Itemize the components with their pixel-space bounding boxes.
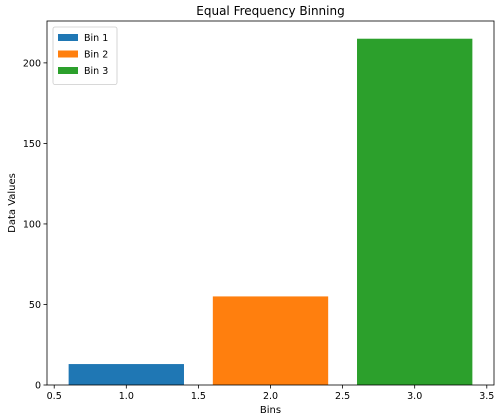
x-tick-label: 0.5 (47, 391, 62, 402)
y-tick-label: 150 (23, 139, 41, 150)
x-ticks: 0.5 1.0 1.5 2.0 2.5 3.0 3.5 (47, 385, 494, 402)
x-tick-label: 2.0 (263, 391, 278, 402)
x-tick-label: 1.5 (191, 391, 206, 402)
legend: Bin 1 Bin 2 Bin 3 (52, 26, 118, 85)
x-axis-label: Bins (260, 405, 281, 416)
bar-3 (357, 38, 473, 385)
legend-swatch-3 (58, 67, 78, 74)
y-ticks: 0 50 100 150 200 (23, 58, 47, 392)
legend-label-2: Bin 2 (84, 50, 108, 61)
y-tick-label: 50 (29, 300, 41, 311)
x-tick-label: 1.0 (119, 391, 134, 402)
legend-label-3: Bin 3 (84, 66, 108, 77)
plot-frame (46, 20, 495, 386)
bars (68, 38, 473, 385)
legend-swatch-2 (58, 50, 78, 58)
x-tick-label: 3.5 (479, 391, 494, 402)
y-tick-label: 100 (23, 219, 41, 230)
legend-label-1: Bin 1 (84, 33, 108, 44)
x-tick-label: 2.5 (335, 391, 350, 402)
legend-swatch-1 (58, 34, 78, 41)
y-tick-label: 0 (35, 381, 41, 392)
bar-1 (68, 364, 184, 385)
chart-title: Equal Frequency Binning (196, 4, 344, 18)
y-tick-label: 200 (23, 58, 41, 69)
y-axis-label: Data Values (7, 173, 18, 233)
x-tick-label: 3.0 (407, 391, 422, 402)
bar-2 (212, 296, 329, 385)
